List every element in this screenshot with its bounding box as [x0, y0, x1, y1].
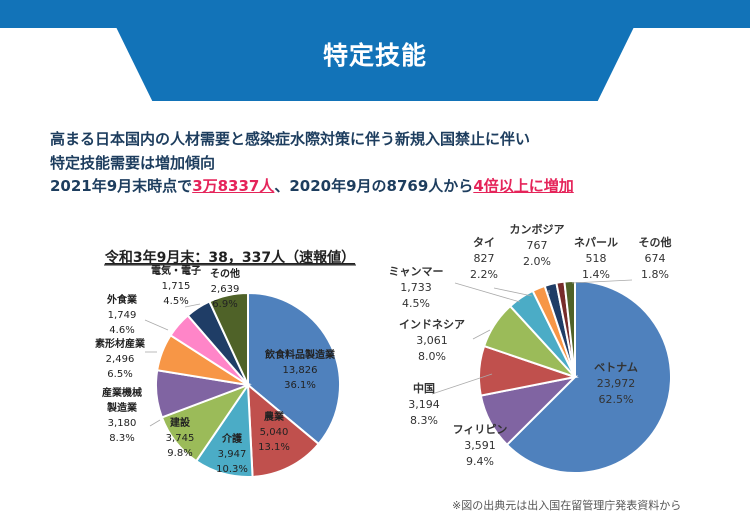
slice-label: タイ: [473, 236, 495, 249]
slice-value: 827: [474, 252, 495, 265]
slice-label: 産業機械: [102, 386, 142, 399]
slice-label: フィリピン: [453, 423, 508, 436]
left-chart-title: 令和3年9月末：38，337人（速報値）: [104, 249, 355, 266]
slice-value: 1,749: [108, 310, 137, 321]
slice-label: インドネシア: [399, 318, 465, 331]
slice-percent: 1.8%: [641, 268, 669, 281]
slice-value: 518: [586, 252, 607, 265]
slice-value: 3,061: [416, 334, 448, 347]
slice-value: 1,715: [162, 281, 191, 292]
slice-value: 3,194: [408, 398, 440, 411]
slice-value: 767: [527, 239, 548, 252]
slice-label: 建設: [169, 416, 191, 429]
pie-slice: [563, 279, 576, 378]
highlight-increase: 4倍以上に増加: [473, 177, 574, 195]
slice-label: 素形材産業: [95, 337, 146, 350]
slice-percent: 4.5%: [402, 297, 430, 310]
slice-label: 介護: [221, 432, 243, 445]
slice-percent: 2.0%: [523, 255, 551, 268]
slice-percent: 36.1%: [284, 380, 316, 391]
slice-value: 3,591: [464, 439, 496, 452]
slice-label: 飲食料品製造業: [264, 348, 336, 361]
slice-percent: 8.3%: [410, 414, 438, 427]
pie-by-nationality: ベトナム 23,972 62.5% フィリピン 3,591 9.4% 中国 3,194 8.3%…: [389, 222, 672, 474]
slice-percent: 2.2%: [470, 268, 498, 281]
header-bar: [0, 0, 750, 28]
slice-percent: 9.8%: [167, 448, 192, 459]
slice-percent: 9.4%: [466, 455, 494, 468]
slice-value: 2,639: [211, 284, 240, 295]
slice-label: その他: [639, 235, 672, 249]
slice-value: 13,826: [283, 365, 318, 376]
pie-by-industry: 飲食料品製造業 13,826 36.1% 農業 5,040 13.1% 介護 3,947 10.…: [95, 264, 341, 478]
slice-label: 電気・電子: [151, 264, 201, 277]
slice-label: 中国: [413, 381, 435, 395]
pie-slice: [505, 279, 672, 474]
slice-value: 3,180: [108, 418, 137, 429]
slice-percent: 4.5%: [163, 296, 188, 307]
lead-line-3-pre: 2021年9月末時点で: [50, 177, 193, 195]
pie-slice: [247, 291, 341, 446]
slice-percent: 6.9%: [212, 299, 237, 310]
page-title: 特定技能: [322, 41, 427, 70]
title-tab: [116, 27, 634, 101]
leader-line: [472, 329, 491, 340]
slice-label: ネパール: [574, 236, 618, 249]
lead-line-3: 2021年9月末時点で3万8337人、2020年9月の8769人から4倍以上に増…: [50, 175, 574, 199]
slice-label: 製造業: [106, 401, 138, 414]
slice-percent: 4.6%: [109, 325, 134, 336]
slice-value: 23,972: [597, 377, 636, 390]
slice-value: 1,733: [400, 281, 432, 294]
slice-label: その他: [210, 267, 240, 280]
lead-text: 高まる日本国内の人材需要と感染症水際対策に伴う新規入国禁止に伴い 特定技能需要は…: [50, 128, 574, 199]
slice-percent: 6.5%: [107, 369, 132, 380]
slice-label: 外食業: [106, 293, 138, 306]
slice-value: 3,745: [166, 433, 195, 444]
lead-line-1: 高まる日本国内の人材需要と感染症水際対策に伴う新規入国禁止に伴い: [50, 130, 531, 148]
slice-value: 2,496: [106, 354, 135, 365]
leader-line: [149, 419, 161, 427]
pie-slice: [246, 382, 321, 478]
highlight-total: 3万8337人: [192, 177, 275, 195]
leader-line: [493, 287, 533, 297]
slice-label: ベトナム: [594, 361, 638, 374]
slice-value: 5,040: [260, 427, 289, 438]
leader-line: [144, 319, 169, 331]
slice-label: 農業: [264, 410, 285, 423]
slice-label: ミャンマー: [389, 265, 444, 278]
slice-value: 674: [645, 252, 666, 265]
slice-value: 3,947: [218, 449, 247, 460]
leader-line: [431, 373, 493, 395]
lead-line-3-mid: 、2020年9月の8769人から: [274, 177, 474, 195]
slice-percent: 1.4%: [582, 268, 610, 281]
leader-line: [571, 279, 633, 284]
slice-percent: 8.3%: [109, 433, 134, 444]
slice-percent: 8.0%: [418, 350, 446, 363]
slice-percent: 13.1%: [258, 442, 290, 453]
leader-line: [454, 282, 521, 303]
leader-line: [184, 303, 201, 308]
lead-line-2: 特定技能需要は増加傾向: [50, 153, 216, 172]
slice-percent: 10.3%: [216, 464, 248, 475]
source-note: ※図の出典元は出入国在留管理庁発表資料から: [452, 499, 682, 512]
pie-slice: [208, 291, 249, 386]
slice-label: カンボジア: [510, 222, 565, 236]
slice-percent: 62.5%: [599, 393, 634, 406]
